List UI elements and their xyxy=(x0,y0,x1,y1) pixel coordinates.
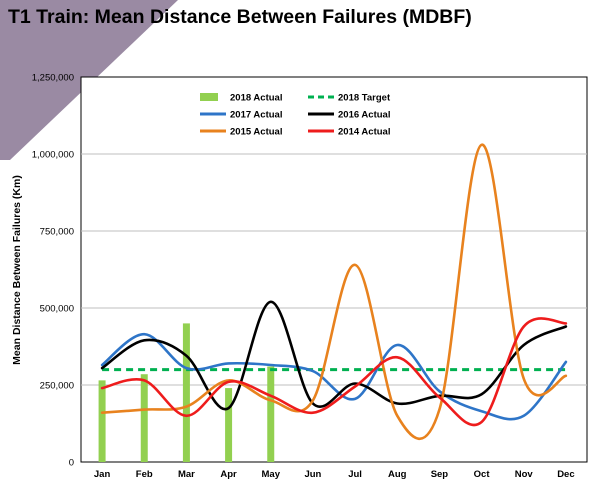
legend-label: 2018 Actual xyxy=(230,93,282,104)
legend-label: 2015 Actual xyxy=(230,127,282,138)
y-tick-label: 250,000 xyxy=(40,381,74,392)
y-tick-label: 1,250,000 xyxy=(32,73,74,84)
x-tick-label: Dec xyxy=(557,469,574,480)
y-tick-labels: 0 250,000 500,000 750,000 1,000,000 1,250,000 xyxy=(32,73,74,469)
bar-2018-actual xyxy=(225,388,233,462)
x-tick-label: May xyxy=(262,469,281,480)
y-tick-label: 500,000 xyxy=(40,304,74,315)
series-lines xyxy=(100,143,568,440)
legend-item-2016-actual: 2016 Actual xyxy=(308,110,390,121)
legend-label: 2014 Actual xyxy=(338,127,390,138)
x-tick-label: Sep xyxy=(431,469,449,480)
page-title: T1 Train: Mean Distance Between Failures… xyxy=(8,6,472,28)
legend-label: 2016 Actual xyxy=(338,110,390,121)
legend-item-2017-actual: 2017 Actual xyxy=(200,110,282,121)
y-tick-label: 1,000,000 xyxy=(32,150,74,161)
legend-item-2018-target: 2018 Target xyxy=(308,93,391,104)
bar-2018-actual xyxy=(140,374,148,462)
legend: 2018 Actual 2018 Target 2017 Actual 2016 Ac… xyxy=(200,93,391,138)
x-tick-label: Mar xyxy=(178,469,195,480)
legend-item-2015-actual: 2015 Actual xyxy=(200,127,282,138)
x-tick-label: Nov xyxy=(515,469,534,480)
legend-label: 2017 Actual xyxy=(230,110,282,121)
x-tick-label: Jul xyxy=(348,469,362,480)
series-line-2015-actual xyxy=(100,143,568,440)
x-tick-labels: Jan Feb Mar Apr May Jun Jul Aug Sep Oct Nov Dec xyxy=(94,469,575,480)
y-tick-label: 750,000 xyxy=(40,227,74,238)
bars-2018-actual xyxy=(98,323,275,462)
series-line-2016-actual xyxy=(100,300,568,411)
legend-item-2014-actual: 2014 Actual xyxy=(308,127,390,138)
bar-2018-actual xyxy=(182,323,190,462)
plot-area xyxy=(80,76,588,463)
x-tick-label: Jun xyxy=(304,469,321,480)
legend-item-2018-actual: 2018 Actual xyxy=(200,93,282,104)
bar-2018-actual xyxy=(267,366,275,462)
y-tick-label: 0 xyxy=(69,458,74,469)
x-tick-label: Apr xyxy=(220,469,237,480)
x-tick-label: Aug xyxy=(388,469,407,480)
bar-2018-actual xyxy=(98,380,106,462)
legend-label: 2018 Target xyxy=(338,93,391,104)
y-axis-label: Mean Distance Between Failures (Km) xyxy=(11,175,23,365)
gridlines xyxy=(81,153,587,386)
x-tick-label: Oct xyxy=(474,469,491,480)
x-tick-label: Feb xyxy=(136,469,153,480)
series-line-2014-actual xyxy=(100,317,568,427)
legend-swatch xyxy=(200,93,218,101)
x-tick-label: Jan xyxy=(94,469,111,480)
